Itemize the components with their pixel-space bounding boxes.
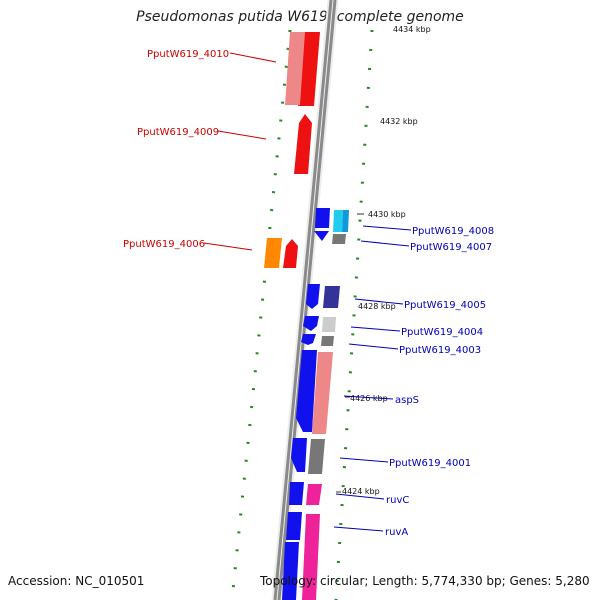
kbp-label-4432: 4432 kbp xyxy=(380,117,418,126)
gene-label-4006: PputW619_4006 xyxy=(123,239,205,250)
feature-downstream-blue xyxy=(282,542,299,600)
gene-label-4007: PputW619_4007 xyxy=(410,242,492,253)
leader-lines xyxy=(203,52,412,532)
feature-4005-blue xyxy=(306,284,320,309)
feature-4006 xyxy=(264,238,282,268)
kbp-label-4434: 4434 kbp xyxy=(393,25,431,34)
feature-4005-navy xyxy=(323,286,340,308)
gene-label-ruvC: ruvC xyxy=(386,495,409,506)
feature-ruvA-magenta xyxy=(302,514,320,600)
feature-4008-cyan xyxy=(333,210,343,232)
feature-4010-pink xyxy=(285,32,305,105)
gene-label-4010: PputW619_4010 xyxy=(147,49,229,60)
feature-4001-blue xyxy=(291,438,307,472)
kbp-label-4426: 4426 kbp xyxy=(350,394,388,403)
gene-label-4008: PputW619_4008 xyxy=(412,226,494,237)
feature-4004-gray xyxy=(322,317,336,332)
feature-4009 xyxy=(294,114,312,174)
feature-4006b xyxy=(283,239,298,268)
kbp-label-4430: 4430 kbp xyxy=(368,210,406,219)
feature-4008-arrow xyxy=(314,231,329,241)
backbone-line-outer xyxy=(273,0,333,600)
kbp-label-4424: 4424 kbp xyxy=(342,487,380,496)
map-title: Pseudomonas putida W619, complete genome xyxy=(136,9,464,25)
kbp-ticks: 4434 kbp 4432 kbp 4430 kbp 4428 kbp 4426… xyxy=(336,25,431,496)
gene-label-4004: PputW619_4004 xyxy=(401,327,483,338)
gene-label-4001: PputW619_4001 xyxy=(389,458,471,469)
feature-ruvA-blue xyxy=(286,512,302,540)
feature-aspS-pink xyxy=(312,352,333,434)
accession-text: Accession: NC_010501 xyxy=(8,574,145,588)
gene-label-4009: PputW619_4009 xyxy=(137,127,219,138)
topology-text: Topology: circular; Length: 5,774,330 bp… xyxy=(260,574,590,588)
feature-aspS-blue xyxy=(296,350,317,432)
feature-ruvC-blue xyxy=(289,482,304,505)
gene-label-ruvA: ruvA xyxy=(385,527,408,538)
feature-4007 xyxy=(332,234,346,244)
feature-4008-blue xyxy=(315,208,330,228)
feature-4008-cyan2 xyxy=(342,210,349,232)
feature-ruvC-magenta xyxy=(306,484,322,505)
backbone-track xyxy=(271,0,339,600)
kbp-label-4428: 4428 kbp xyxy=(358,302,396,311)
gene-label-aspS: aspS xyxy=(395,395,419,406)
feature-4004-blue xyxy=(303,316,319,331)
gene-label-4005: PputW619_4005 xyxy=(404,300,486,311)
inner-gc-track xyxy=(334,29,374,600)
feature-4001-gray xyxy=(308,439,325,474)
feature-4003-blue xyxy=(301,334,316,345)
gene-label-4003: PputW619_4003 xyxy=(399,345,481,356)
feature-4003-gray xyxy=(321,336,334,346)
